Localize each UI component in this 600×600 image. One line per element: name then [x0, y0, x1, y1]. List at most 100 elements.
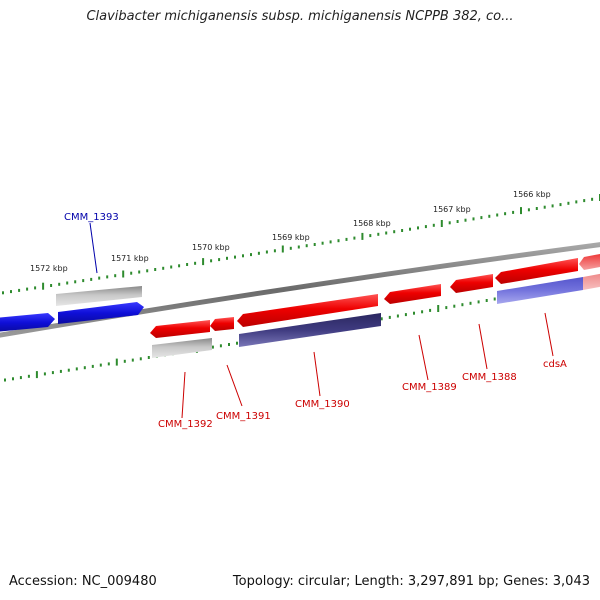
ruler-label: 1572 kbp [30, 264, 68, 273]
minor-tick [218, 258, 221, 262]
feature-lavender[interactable] [497, 277, 583, 304]
gene-cmm-1391[interactable] [210, 317, 234, 331]
minor-tick [130, 271, 133, 275]
minor-tick [114, 274, 117, 278]
minor-tick [472, 217, 475, 221]
accession-text: Accession: NC_009480 [9, 574, 157, 589]
minor-tick [456, 220, 459, 223]
minor-tick [50, 284, 53, 287]
minor-tick [83, 366, 86, 370]
minor-tick [305, 244, 308, 248]
minor-tick [2, 291, 4, 295]
major-tick [122, 270, 125, 278]
label-cmm-1393[interactable]: CMM_1393 [64, 212, 119, 223]
minor-tick [429, 308, 432, 312]
label-cmm-1390[interactable]: CMM_1390 [295, 399, 350, 410]
minor-tick [67, 368, 70, 372]
ruler-label: 1570 kbp [192, 243, 230, 252]
major-tick [35, 371, 38, 379]
minor-tick [26, 287, 29, 291]
minor-tick [480, 216, 483, 220]
minor-tick [380, 317, 383, 321]
leader-cmm-1391 [226, 364, 243, 407]
major-tick [440, 220, 443, 227]
minor-tick [329, 240, 332, 244]
minor-tick [567, 201, 570, 205]
gene-blue-left[interactable] [0, 313, 55, 332]
minor-tick [59, 369, 62, 373]
minor-tick [477, 300, 480, 304]
minor-tick [27, 374, 30, 378]
minor-tick [464, 218, 467, 222]
minor-tick [559, 203, 562, 207]
label-leader-lines [89, 222, 554, 419]
minor-tick [432, 223, 435, 227]
gene-labels: CMM_1393 CMM_1392 CMM_1391 CMM_1390 CMM_… [64, 212, 567, 430]
major-tick [520, 207, 522, 215]
minor-tick [186, 263, 189, 266]
feature-gray[interactable] [152, 338, 212, 358]
minor-tick [75, 367, 78, 371]
label-cmm-1392[interactable]: CMM_1392 [158, 419, 213, 430]
minor-tick [242, 254, 244, 258]
gene-cmm-1393[interactable] [56, 286, 142, 306]
ruler-label: 1571 kbp [111, 254, 149, 263]
minor-tick [4, 378, 6, 382]
minor-tick [228, 343, 230, 346]
minor-tick [236, 341, 238, 345]
gene-blue-right[interactable] [58, 302, 144, 324]
minor-tick [393, 230, 396, 234]
minor-tick [413, 311, 415, 315]
gene-cmm-1389[interactable] [384, 284, 441, 304]
feature-pink[interactable] [583, 273, 600, 290]
minor-tick [99, 363, 102, 367]
minor-tick [445, 306, 448, 310]
minor-tick [139, 357, 142, 361]
gene-cmm-1392[interactable] [150, 320, 210, 338]
minor-tick [170, 265, 173, 269]
minor-tick [34, 286, 37, 290]
minor-tick [234, 255, 236, 259]
minor-tick [385, 231, 388, 235]
minor-tick [453, 304, 456, 308]
minor-tick [409, 227, 411, 231]
genome-backbone [0, 242, 600, 338]
gene-cmm-1390[interactable] [237, 294, 378, 327]
minor-tick [146, 269, 149, 273]
minor-tick [313, 243, 316, 246]
minor-tick [543, 205, 546, 209]
leader-cmm-1392 [181, 371, 186, 419]
minor-tick [369, 234, 372, 238]
minor-tick [123, 359, 126, 363]
minor-tick [12, 377, 14, 381]
minor-tick [18, 288, 21, 292]
minor-tick [345, 237, 348, 241]
gene-cmm-1388[interactable] [450, 274, 493, 293]
outer-tick-ruler [2, 194, 600, 295]
label-cdsa[interactable]: cdsA [543, 359, 567, 370]
minor-tick [396, 314, 399, 318]
minor-tick [58, 282, 61, 286]
minor-tick [154, 268, 157, 271]
minor-tick [297, 245, 300, 249]
major-tick [42, 282, 45, 290]
gene-cdsa[interactable] [495, 258, 578, 284]
minor-tick [138, 270, 141, 274]
minor-tick [250, 253, 252, 257]
minor-tick [51, 371, 54, 375]
label-cmm-1389[interactable]: CMM_1389 [402, 382, 457, 393]
leader-cdsa [544, 312, 554, 357]
minor-tick [19, 376, 22, 380]
feature-navy[interactable] [239, 313, 381, 347]
minor-tick [469, 301, 472, 305]
minor-tick [210, 259, 213, 263]
minor-tick [211, 345, 214, 349]
minor-tick [353, 236, 356, 240]
minor-tick [178, 264, 181, 268]
gene-red-right-partial[interactable] [579, 253, 600, 270]
label-cmm-1388[interactable]: CMM_1388 [462, 372, 517, 383]
ruler-labels: 1572 kbp 1571 kbp 1570 kbp 1569 kbp 1568… [30, 190, 551, 273]
minor-tick [404, 313, 407, 317]
major-tick [115, 358, 118, 366]
label-cmm-1391[interactable]: CMM_1391 [216, 411, 271, 422]
